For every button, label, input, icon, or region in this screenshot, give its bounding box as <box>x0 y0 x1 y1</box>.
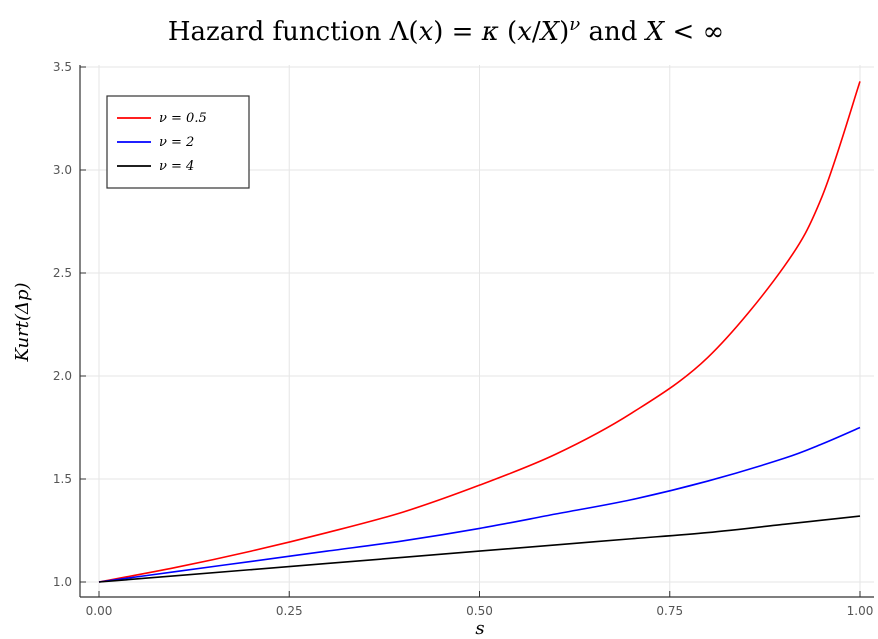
x-tick-label: 0.25 <box>276 604 303 618</box>
legend: ν = 0.5 ν = 2 ν = 4 <box>106 95 250 189</box>
y-axis-label: Kurt(Δp) <box>12 282 33 362</box>
x-tick-label: 0.75 <box>656 604 683 618</box>
y-tick-label: 3.5 <box>53 60 72 74</box>
y-tick-label: 2.5 <box>53 266 72 280</box>
legend-label-1: ν = 2 <box>159 135 194 150</box>
y-tick-label: 1.0 <box>53 575 72 589</box>
x-axis-label: s <box>475 618 484 639</box>
y-tick-label: 3.0 <box>53 163 72 177</box>
legend-label-2: ν = 4 <box>159 159 194 174</box>
series-line-1 <box>98 426 861 583</box>
x-tick-label: 1.00 <box>847 604 874 618</box>
series-layer <box>98 81 861 583</box>
tick-labels: 0.00 0.25 0.50 0.75 1.00 1.0 1.5 2.0 2.5 3.0 3.5 <box>53 60 873 618</box>
x-tick-label: 0.50 <box>466 604 493 618</box>
chart-title: Hazard function Λ(x) = κ (x/X)ν and X < … <box>168 14 724 47</box>
axes <box>79 65 874 598</box>
series-line-2 <box>98 515 861 583</box>
grid-lines <box>80 65 874 597</box>
y-tick-label: 1.5 <box>53 472 72 486</box>
y-tick-label: 2.0 <box>53 369 72 383</box>
x-tick-label: 0.00 <box>86 604 113 618</box>
legend-label-0: ν = 0.5 <box>159 111 207 126</box>
series-line-0 <box>98 81 861 583</box>
